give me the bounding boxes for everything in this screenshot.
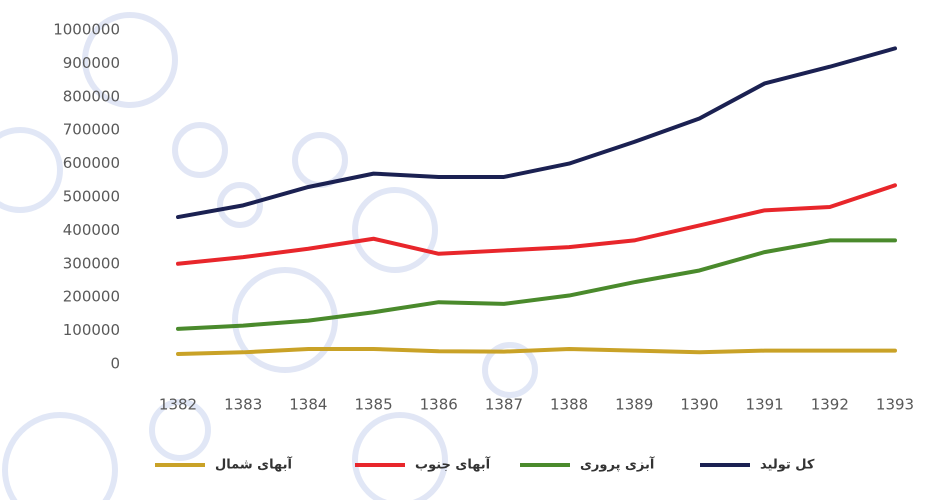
x-tick-label: 1392	[811, 396, 849, 414]
y-tick-label: 600000	[63, 154, 120, 172]
x-tick-label: 1383	[224, 396, 262, 414]
y-tick-label: 400000	[63, 221, 120, 239]
chart: 0 100000 200000 300000 400000 500000 600000 700…	[0, 0, 950, 500]
x-tick-label: 1389	[615, 396, 653, 414]
legend-label: آبهای شمال	[215, 456, 292, 473]
y-tick-label: 100000	[63, 321, 120, 339]
legend-label: آبهای جنوب	[415, 456, 491, 473]
y-tick-label: 200000	[63, 288, 120, 306]
x-tick-label: 1388	[550, 396, 588, 414]
x-tick-label: 1385	[354, 396, 392, 414]
y-tick-label: 0	[110, 355, 120, 373]
y-tick-label: 300000	[63, 254, 120, 272]
x-tick-label: 1386	[420, 396, 458, 414]
y-tick-label: 500000	[63, 188, 120, 206]
x-tick-label: 1382	[159, 396, 197, 414]
x-tick-label: 1384	[289, 396, 327, 414]
legend-label: آبزی پروری	[580, 456, 655, 473]
y-tick-label: 800000	[63, 87, 120, 105]
x-tick-label: 1390	[680, 396, 718, 414]
y-tick-label: 1000000	[53, 21, 120, 39]
x-tick-label: 1387	[485, 396, 523, 414]
x-tick-label: 1393	[876, 396, 914, 414]
y-tick-label: 700000	[63, 121, 120, 139]
legend-label: کل تولید	[760, 458, 815, 473]
series-line	[178, 48, 895, 217]
x-tick-label: 1391	[746, 396, 784, 414]
y-tick-label: 900000	[63, 54, 120, 72]
series-line	[178, 185, 895, 263]
series-line	[178, 349, 895, 354]
